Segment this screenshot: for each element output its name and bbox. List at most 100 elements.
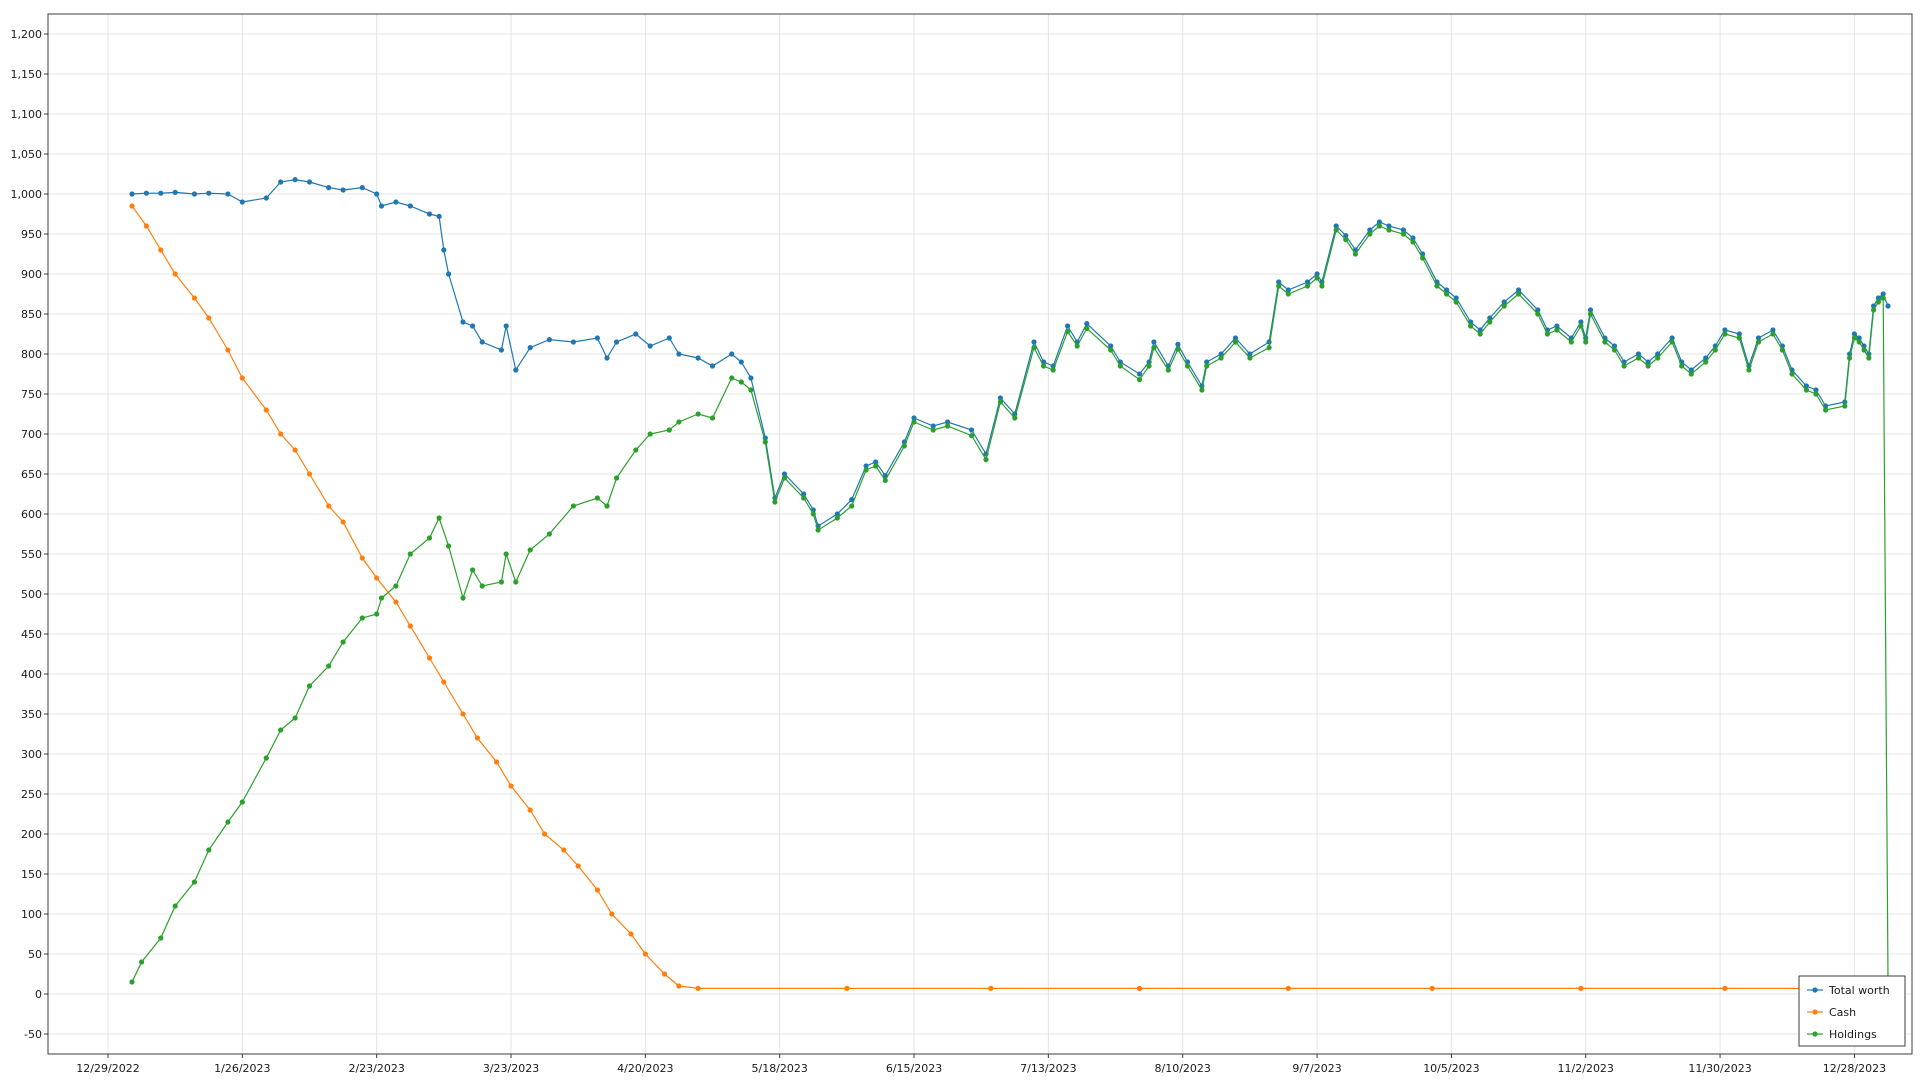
holdings-point [1352, 251, 1358, 257]
total-worth-point [1669, 335, 1675, 341]
holdings-point [1165, 367, 1171, 373]
total-worth-point [436, 213, 442, 219]
x-tick-label: 5/18/2023 [751, 1062, 807, 1075]
holdings-point [1065, 329, 1071, 335]
total-worth-point [1703, 355, 1709, 361]
grid-layer [48, 14, 1912, 1054]
holdings-point [1712, 347, 1718, 353]
holdings-point [945, 423, 951, 429]
x-tick-label: 2/23/2023 [348, 1062, 404, 1075]
cash-point [441, 679, 447, 685]
total-worth-point [503, 323, 509, 329]
total-worth-point [1285, 287, 1291, 293]
cash-point [326, 503, 332, 509]
total-worth-point [206, 190, 212, 196]
holdings-point [1501, 303, 1507, 309]
x-tick-label: 10/5/2023 [1423, 1062, 1479, 1075]
total-worth-point [1736, 331, 1742, 337]
total-worth-point [1151, 339, 1157, 345]
holdings-point [172, 903, 178, 909]
y-tick-label: 100 [21, 908, 42, 921]
holdings-point [863, 467, 869, 473]
holdings-point [498, 579, 504, 585]
y-tick-label: 150 [21, 868, 42, 881]
holdings-point [1266, 345, 1272, 351]
holdings-point [647, 431, 653, 437]
holdings-point [1535, 311, 1541, 317]
holdings-point [1386, 227, 1392, 233]
cash-point [542, 831, 548, 837]
holdings-point [1184, 363, 1191, 369]
total-worth-point [1885, 303, 1891, 309]
series-layer [129, 177, 1891, 992]
total-worth-point [1851, 331, 1857, 337]
x-tick-label: 12/28/2023 [1823, 1062, 1886, 1075]
legend-label-holdings[interactable]: Holdings [1829, 1028, 1877, 1041]
holdings-point [1117, 363, 1123, 369]
y-tick-label: 750 [21, 388, 42, 401]
holdings-point [1175, 346, 1181, 352]
y-tick-label: 1,050 [11, 148, 43, 161]
total-worth-point [1516, 287, 1522, 293]
total-worth-point [1386, 223, 1392, 229]
cash-point [561, 847, 567, 853]
holdings-point [1199, 387, 1205, 393]
total-worth-point [1218, 351, 1224, 357]
holdings-point [604, 503, 610, 509]
holdings-point [1276, 283, 1282, 289]
total-worth-point [1453, 295, 1459, 301]
holdings-point [1679, 363, 1685, 369]
cash-point [263, 407, 269, 413]
holdings-point [781, 475, 788, 481]
holdings-point [1151, 345, 1157, 351]
holdings-series [129, 223, 1891, 985]
holdings-point [1333, 227, 1339, 233]
cash-line [131, 205, 1888, 990]
cash-point [494, 759, 500, 765]
total-worth-point [930, 423, 936, 429]
x-tick-label: 11/2/2023 [1558, 1062, 1614, 1075]
legend[interactable]: Total worth Cash Holdings [1798, 975, 1906, 1047]
legend-label-total-worth[interactable]: Total worth [1828, 984, 1890, 997]
total-worth-point [1343, 233, 1349, 239]
holdings-point [772, 499, 778, 505]
y-tick-label: 200 [21, 828, 42, 841]
total-worth-point [359, 185, 365, 191]
holdings-point [470, 567, 476, 573]
total-worth-point [498, 347, 504, 353]
holdings-point [1789, 371, 1795, 377]
y-tick-label: 400 [21, 668, 42, 681]
cash-point [129, 203, 135, 209]
y-tick-label: 900 [21, 268, 42, 281]
total-worth-point [326, 185, 332, 191]
cash-point [292, 447, 298, 453]
total-worth-point [1688, 367, 1694, 373]
holdings-point [834, 515, 840, 521]
cash-point [474, 735, 480, 741]
holdings-point [546, 531, 553, 537]
total-worth-point [873, 459, 879, 465]
total-worth-point [1204, 359, 1210, 365]
x-tick-label: 4/20/2023 [617, 1062, 673, 1075]
total-worth-point [945, 419, 951, 425]
holdings-point [1146, 363, 1152, 369]
y-tick-label: 450 [21, 628, 42, 641]
holdings-point [676, 419, 682, 425]
cash-point [143, 223, 149, 229]
total-worth-point [1655, 351, 1661, 357]
total-worth-point [407, 203, 413, 209]
total-worth-point [738, 359, 744, 365]
y-tick-label: 650 [21, 468, 42, 481]
holdings-point [503, 551, 509, 557]
y-tick-label: 1,000 [11, 188, 43, 201]
legend-label-cash[interactable]: Cash [1829, 1006, 1856, 1019]
holdings-point [1621, 363, 1627, 369]
holdings-point [1703, 359, 1709, 365]
holdings-point [1602, 339, 1608, 345]
holdings-point [191, 879, 197, 885]
holdings-point [1516, 291, 1522, 297]
total-worth-point [1501, 299, 1507, 305]
y-tick-label: 800 [21, 348, 42, 361]
holdings-point [1851, 335, 1857, 341]
